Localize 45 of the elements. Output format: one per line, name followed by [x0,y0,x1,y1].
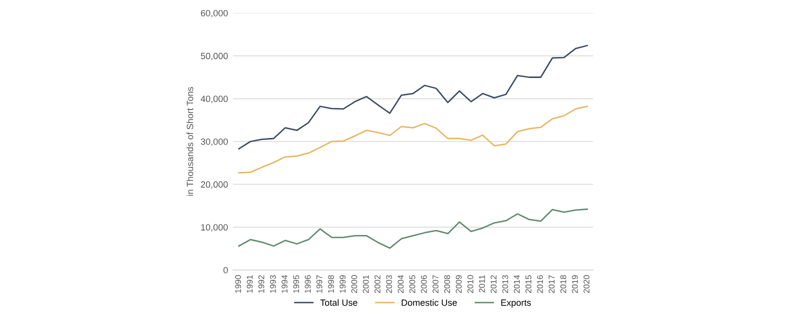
x-tick-label: 2003 [386,275,392,293]
y-tick-label: 50,000 [200,52,228,60]
legend-label: Total Use [320,299,358,306]
x-tick-label: 1998 [328,275,334,293]
y-tick-label: 20,000 [200,181,228,189]
x-tick-label: 2020 [584,275,590,293]
y-axis-title: in Thousands of Short Tons [186,87,194,196]
x-tick-label: 2002 [374,275,380,293]
line-series [238,106,588,174]
x-tick-label: 1999 [340,275,346,293]
y-tick-label: 60,000 [200,10,228,18]
x-tick-label: 2005 [409,275,416,293]
x-tick-label: 2008 [444,275,450,293]
x-tick-label: 2016 [537,275,543,293]
x-tick-label: 2014 [514,275,520,293]
x-tick-label: 1992 [258,275,264,293]
line-series [238,208,588,249]
x-tick-label: 1995 [293,275,300,293]
x-tick-label: 1996 [304,275,311,293]
x-tick-label: 1993 [270,275,276,293]
line-series [238,44,588,150]
x-tick-label: 1991 [246,275,253,293]
y-tick-label: 30,000 [200,138,228,146]
legend-label: Domestic Use [402,299,457,306]
x-tick-label: 2019 [572,275,578,293]
x-tick-label: 2001 [362,275,369,293]
x-tick-label: 2009 [456,275,462,293]
x-tick-label: 2011 [479,275,485,292]
x-tick-label: 1990 [235,275,242,293]
x-tick-label: 2017 [548,275,555,293]
x-tick-label: 1994 [282,275,288,293]
x-tick-label: 2018 [560,275,566,293]
x-tick-label: 2006 [420,275,427,293]
x-tick-label: 2007 [432,275,438,293]
x-tick-label: 2013 [502,275,508,293]
x-tick-label: 2010 [467,275,474,293]
x-tick-label: 1997 [316,275,322,293]
y-tick-label: 0 [223,266,228,274]
y-tick-label: 40,000 [200,96,228,104]
x-tick-label: 2015 [525,275,532,293]
legend-label: Exports [501,300,531,308]
x-tick-label: 2000 [351,275,358,293]
x-tick-label: 2012 [490,275,497,293]
y-tick-label: 10,000 [201,224,228,232]
x-tick-label: 2004 [398,275,404,293]
